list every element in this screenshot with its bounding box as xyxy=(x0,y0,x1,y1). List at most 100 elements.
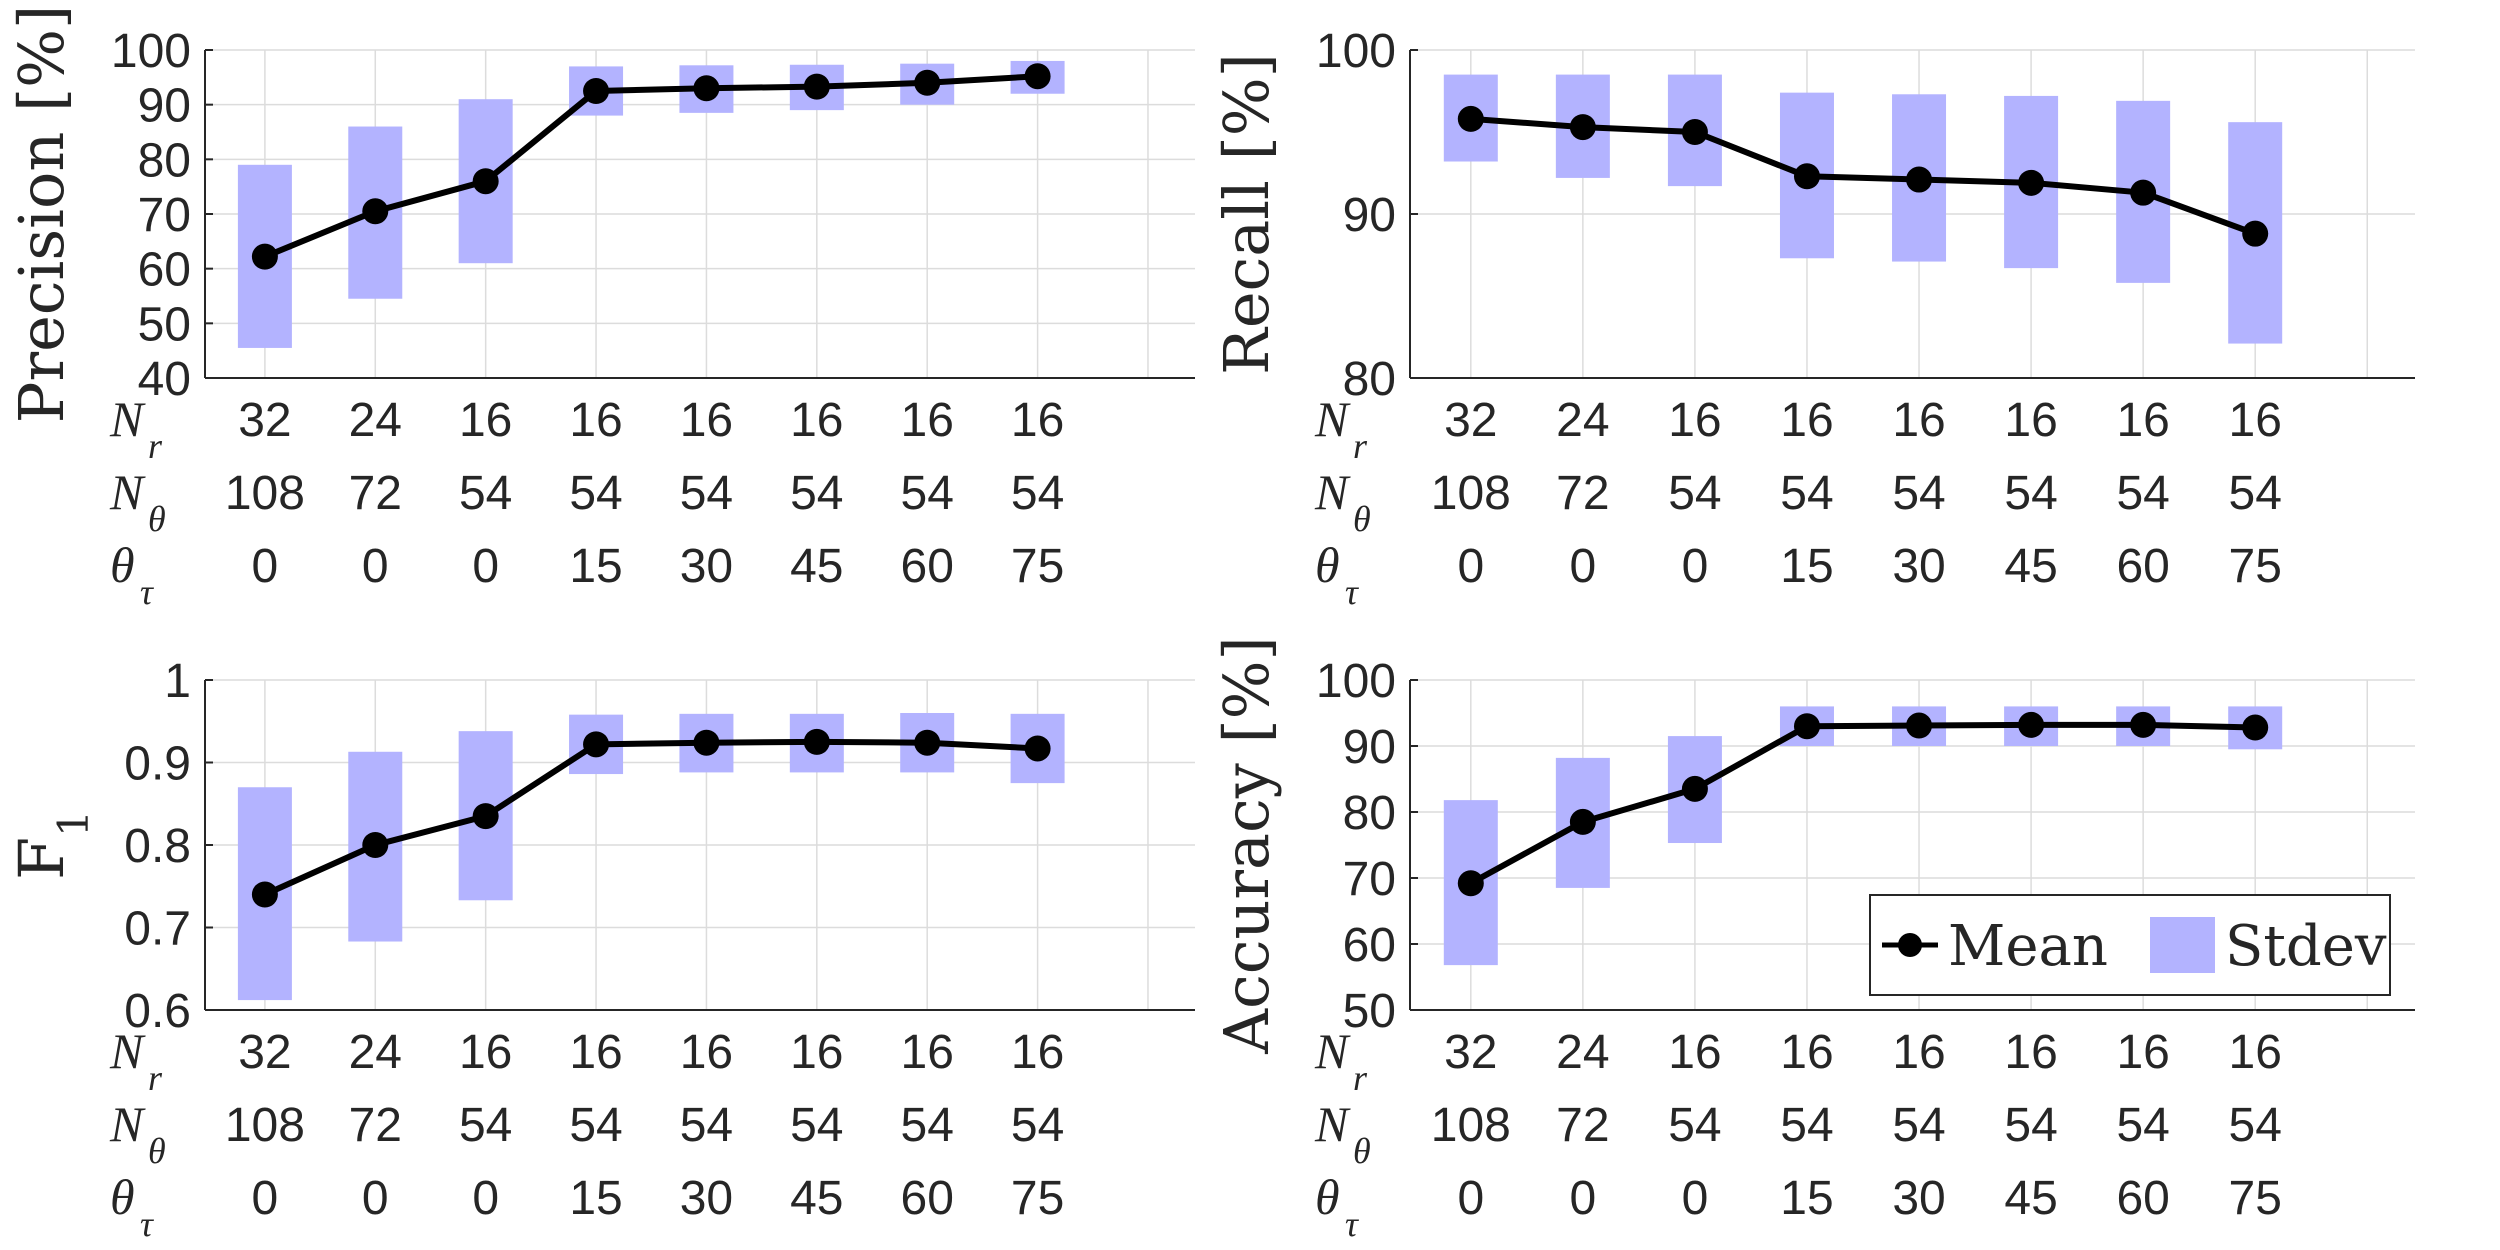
mean-point xyxy=(472,168,499,195)
param-value: 16 xyxy=(1892,394,1945,447)
y-tick-label: 80 xyxy=(138,134,191,187)
y-axis-label: F1 xyxy=(5,810,98,880)
param-value: 16 xyxy=(901,1026,954,1079)
param-value: 16 xyxy=(569,1026,622,1079)
param-value: 54 xyxy=(2229,1099,2282,1152)
y-tick-label: 100 xyxy=(1316,25,1396,78)
param-subscript: τ xyxy=(140,572,154,612)
param-value: 45 xyxy=(790,540,843,593)
param-value: 16 xyxy=(680,1026,733,1079)
param-value: 30 xyxy=(1892,1172,1945,1225)
param-value: 15 xyxy=(1780,1172,1833,1225)
y-axis-label: Precision [%] xyxy=(5,5,78,424)
mean-point xyxy=(914,69,941,96)
y-tick-label: 60 xyxy=(1343,919,1396,972)
param-value: 24 xyxy=(1556,1026,1609,1079)
param-value: 75 xyxy=(2229,540,2282,593)
mean-point xyxy=(251,243,278,270)
param-value: 45 xyxy=(2004,540,2057,593)
param-value: 72 xyxy=(1556,1099,1609,1152)
param-value: 54 xyxy=(1780,467,1833,520)
y-tick-label: 70 xyxy=(1343,853,1396,906)
y-tick-label: 0.8 xyxy=(124,820,191,873)
mean-point xyxy=(1024,63,1051,90)
mean-point xyxy=(1681,119,1708,145)
param-value: 16 xyxy=(1892,1026,1945,1079)
mean-point xyxy=(2130,711,2157,738)
param-symbol: N xyxy=(109,1096,146,1152)
legend-stdev-label: Stdev xyxy=(2225,914,2387,979)
param-value: 45 xyxy=(2004,1172,2057,1225)
mean-point xyxy=(693,75,720,102)
param-value: 32 xyxy=(1444,1026,1497,1079)
param-symbol: N xyxy=(109,1023,146,1079)
param-value: 16 xyxy=(1668,394,1721,447)
mean-point xyxy=(251,881,278,908)
param-symbol: θ xyxy=(1315,537,1340,593)
y-tick-label: 70 xyxy=(138,189,191,242)
legend-mean-marker xyxy=(1898,933,1922,957)
y-tick-label: 60 xyxy=(138,244,191,297)
param-symbol: θ xyxy=(1315,1169,1340,1225)
param-value: 16 xyxy=(2116,1026,2169,1079)
param-value: 54 xyxy=(1668,1099,1721,1152)
param-value: 108 xyxy=(1431,467,1511,520)
mean-point xyxy=(1906,712,1933,739)
param-value: 15 xyxy=(569,540,622,593)
param-value: 0 xyxy=(472,540,499,593)
y-tick-label: 1 xyxy=(164,655,191,708)
param-subscript: θ xyxy=(148,1131,166,1171)
param-value: 75 xyxy=(1011,540,1064,593)
param-value: 60 xyxy=(901,540,954,593)
param-value: 24 xyxy=(1556,394,1609,447)
param-value: 16 xyxy=(459,394,512,447)
param-symbol: N xyxy=(1314,464,1351,520)
param-symbol: N xyxy=(1314,1023,1351,1079)
y-tick-label: 50 xyxy=(1343,985,1396,1038)
param-value: 75 xyxy=(1011,1172,1064,1225)
mean-point xyxy=(2242,714,2269,741)
param-value: 45 xyxy=(790,1172,843,1225)
y-tick-label: 0.6 xyxy=(124,985,191,1038)
param-value: 30 xyxy=(680,540,733,593)
y-tick-label: 90 xyxy=(1343,721,1396,774)
mean-line xyxy=(263,738,1038,898)
param-value: 54 xyxy=(1892,1099,1945,1152)
param-value: 54 xyxy=(901,1099,954,1152)
y-tick-label: 80 xyxy=(1343,353,1396,406)
mean-point xyxy=(1793,163,1820,190)
mean-point xyxy=(2018,711,2045,738)
mean-line xyxy=(263,73,1038,260)
param-value: 24 xyxy=(349,1026,402,1079)
mean-point xyxy=(914,729,941,756)
param-value: 54 xyxy=(2004,467,2057,520)
param-value: 54 xyxy=(680,1099,733,1152)
param-symbol: N xyxy=(109,464,146,520)
param-value: 0 xyxy=(1682,540,1709,593)
param-value: 54 xyxy=(569,1099,622,1152)
param-value: 0 xyxy=(1457,540,1484,593)
mean-point xyxy=(583,731,610,758)
param-value: 30 xyxy=(680,1172,733,1225)
y-tick-label: 100 xyxy=(111,25,191,78)
param-value: 16 xyxy=(2229,394,2282,447)
y-tick-label: 50 xyxy=(138,298,191,351)
mean-point xyxy=(1681,775,1708,802)
param-value: 16 xyxy=(680,394,733,447)
param-value: 108 xyxy=(225,467,305,520)
param-value: 72 xyxy=(349,1099,402,1152)
param-value: 54 xyxy=(901,467,954,520)
param-value: 54 xyxy=(680,467,733,520)
param-value: 54 xyxy=(2116,1099,2169,1152)
y-axis-label: Accuracy [%] xyxy=(1210,636,1283,1055)
param-value: 30 xyxy=(1892,540,1945,593)
param-symbol: N xyxy=(1314,1096,1351,1152)
y-tick-label: 90 xyxy=(138,80,191,133)
param-value: 16 xyxy=(459,1026,512,1079)
param-value: 54 xyxy=(569,467,622,520)
param-value: 0 xyxy=(252,540,279,593)
param-value: 0 xyxy=(1682,1172,1709,1225)
param-value: 0 xyxy=(1457,1172,1484,1225)
param-subscript: τ xyxy=(140,1204,154,1244)
